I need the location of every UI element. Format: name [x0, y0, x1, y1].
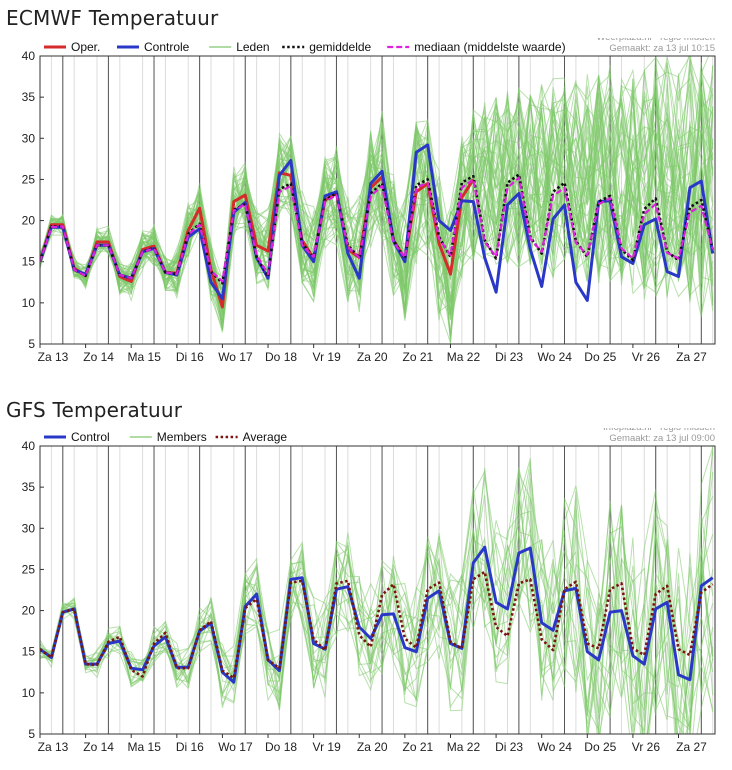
x-tick-label: Zo 14	[83, 350, 114, 364]
x-tick-label: Ma 15	[128, 740, 162, 754]
y-tick-label: 5	[28, 337, 35, 351]
y-tick-label: 15	[22, 255, 36, 269]
legend-label: gemiddelde	[309, 40, 371, 54]
ensemble-member-line	[40, 478, 714, 724]
legend-label: Oper.	[71, 40, 100, 54]
y-tick-label: 30	[22, 521, 36, 535]
y-tick-label: 20	[22, 604, 36, 618]
y-tick-label: 40	[22, 49, 36, 63]
gfs-chart: 5 10 15 20 25 30 35 40 Za 13 Zo 14 Ma 15 Di 16 Wo 17…	[22, 428, 716, 754]
legend-label: Control	[71, 430, 110, 444]
x-tick-label: Do 25	[584, 740, 616, 754]
ensemble-member-line	[40, 85, 714, 317]
x-tick-label: Za 20	[357, 350, 388, 364]
y-tick-label: 25	[22, 172, 36, 186]
ensemble-member-line	[40, 69, 714, 302]
x-tick-label: Wo 17	[218, 350, 253, 364]
x-tick-label: Vr 26	[632, 740, 661, 754]
x-tick-label: Za 13	[38, 350, 69, 364]
y-tick-label: 30	[22, 131, 36, 145]
y-tick-label: 25	[22, 562, 36, 576]
series-line	[40, 176, 714, 283]
x-tick-label: Ma 15	[128, 350, 162, 364]
ensemble-member-line	[40, 520, 714, 734]
ensemble-member-line	[40, 109, 714, 322]
x-tick-label: Zo 14	[83, 740, 114, 754]
legend-label: Leden	[236, 40, 269, 54]
ensemble-member-line	[40, 74, 714, 319]
made-label: Gemaakt: za 13 jul 09:00	[609, 433, 715, 444]
plot-frame	[39, 55, 716, 345]
x-tick-label: Za 27	[676, 740, 707, 754]
x-tick-label: Za 13	[38, 740, 69, 754]
x-tick-label: Di 23	[495, 740, 523, 754]
y-tick-label: 35	[22, 480, 36, 494]
x-tick-label: Di 23	[495, 350, 523, 364]
y-tick-label: 15	[22, 645, 36, 659]
x-tick-label: Vr 26	[632, 350, 661, 364]
series-layer	[40, 56, 715, 344]
y-tick-label: 5	[28, 727, 35, 741]
legend-label: Average	[243, 430, 288, 444]
x-tick-label: Do 25	[584, 350, 616, 364]
x-tick-label: Wo 24	[537, 740, 572, 754]
gfs-panel: GFS Temperatuur 5 10 15 20 25 30 35 40 Za 13 Zo 1…	[0, 392, 732, 770]
ecmwf-panel: ECMWF Temperatuur 5 10 15 20 25 30 35 40 Za 13 Zo…	[0, 0, 732, 380]
series-layer	[40, 446, 714, 734]
x-tick-label: Vr 19	[313, 740, 342, 754]
x-tick-label: Za 20	[357, 740, 388, 754]
y-tick-label: 20	[22, 214, 36, 228]
series-line	[40, 173, 714, 285]
x-tick-label: Za 27	[676, 350, 707, 364]
series-line	[40, 570, 714, 680]
plot-frame	[39, 445, 716, 735]
ecmwf-chart: 5 10 15 20 25 30 35 40 Za 13 Zo 14 Ma 15 Di 16 Wo 17…	[22, 38, 716, 364]
made-label: Gemaakt: za 13 jul 10:15	[609, 43, 715, 54]
legend-label: mediaan (middelste waarde)	[414, 40, 565, 54]
ensemble-member-line	[40, 77, 714, 335]
y-tick-label: 10	[22, 296, 36, 310]
y-tick-label: 40	[22, 439, 36, 453]
x-tick-label: Vr 19	[313, 350, 342, 364]
source-label: Infoplaza.nl - regio midden	[603, 428, 715, 433]
gfs-title: GFS Temperatuur	[6, 398, 183, 422]
y-tick-label: 35	[22, 90, 36, 104]
x-tick-label: Ma 22	[447, 350, 481, 364]
ecmwf-title: ECMWF Temperatuur	[6, 6, 219, 30]
x-tick-label: Wo 17	[218, 740, 253, 754]
y-tick-label: 10	[22, 686, 36, 700]
x-tick-label: Di 16	[176, 350, 204, 364]
legend-label: Controle	[144, 40, 190, 54]
x-tick-label: Zo 21	[403, 350, 434, 364]
ensemble-member-line	[40, 488, 714, 734]
x-tick-label: Zo 21	[403, 740, 434, 754]
source-label: Weerplaza.nl - regio midden	[596, 38, 715, 43]
x-tick-label: Do 18	[265, 350, 297, 364]
x-tick-label: Do 18	[265, 740, 297, 754]
x-tick-label: Ma 22	[447, 740, 481, 754]
x-tick-label: Wo 24	[537, 350, 572, 364]
legend-label: Members	[157, 430, 207, 444]
x-tick-label: Di 16	[176, 740, 204, 754]
